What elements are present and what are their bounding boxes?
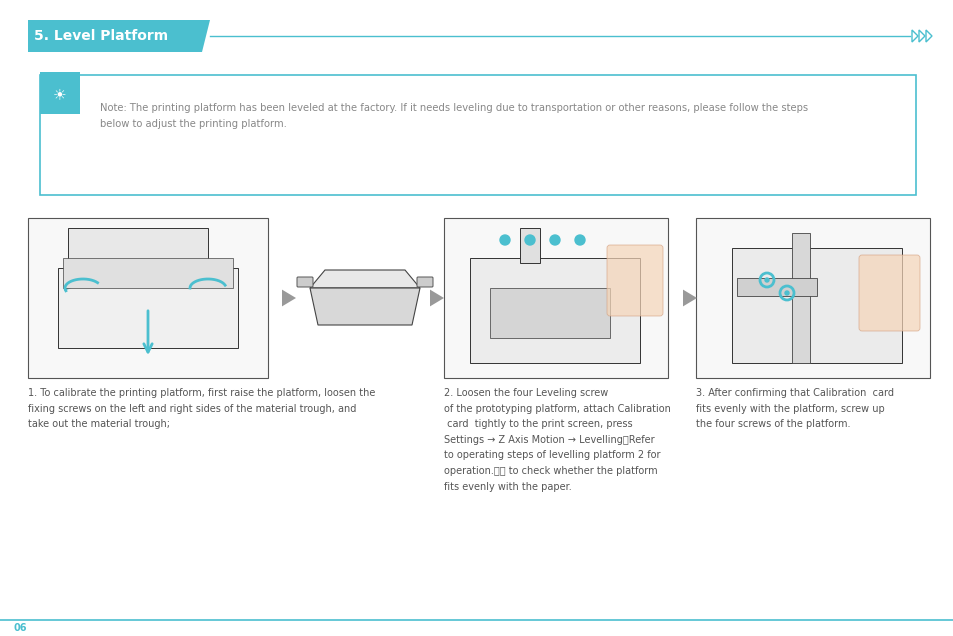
FancyBboxPatch shape	[490, 288, 609, 338]
FancyBboxPatch shape	[68, 228, 208, 273]
Polygon shape	[282, 289, 295, 307]
Text: 1. To calibrate the printing platform, first raise the platform, loosen the
fixi: 1. To calibrate the printing platform, f…	[28, 388, 375, 429]
Text: 06: 06	[14, 623, 28, 633]
FancyBboxPatch shape	[40, 75, 915, 195]
Circle shape	[764, 278, 768, 282]
FancyBboxPatch shape	[737, 278, 816, 296]
FancyBboxPatch shape	[731, 248, 901, 363]
FancyBboxPatch shape	[519, 228, 539, 263]
Polygon shape	[310, 288, 419, 325]
FancyBboxPatch shape	[470, 258, 639, 363]
Circle shape	[784, 291, 788, 295]
FancyBboxPatch shape	[606, 245, 662, 316]
Text: Note: The printing platform has been leveled at the factory. If it needs levelin: Note: The printing platform has been lev…	[100, 103, 807, 128]
FancyBboxPatch shape	[63, 258, 233, 288]
Circle shape	[499, 235, 510, 245]
FancyBboxPatch shape	[443, 218, 667, 378]
FancyBboxPatch shape	[28, 218, 268, 378]
Polygon shape	[430, 289, 443, 307]
Text: 5. Level Platform: 5. Level Platform	[34, 29, 168, 43]
Circle shape	[550, 235, 559, 245]
Text: 2. Loosen the four Leveling screw
of the prototyping platform, attach Calibratio: 2. Loosen the four Leveling screw of the…	[443, 388, 670, 492]
FancyBboxPatch shape	[296, 277, 313, 287]
Circle shape	[524, 235, 535, 245]
Polygon shape	[682, 289, 697, 307]
Polygon shape	[28, 20, 210, 52]
Text: ☀: ☀	[53, 88, 67, 102]
FancyBboxPatch shape	[791, 233, 809, 363]
FancyBboxPatch shape	[40, 72, 80, 114]
Circle shape	[575, 235, 584, 245]
FancyBboxPatch shape	[416, 277, 433, 287]
FancyBboxPatch shape	[696, 218, 929, 378]
FancyBboxPatch shape	[58, 268, 237, 348]
Polygon shape	[310, 270, 419, 288]
Text: 3. After confirming that Calibration  card
fits evenly with the platform, screw : 3. After confirming that Calibration car…	[696, 388, 893, 429]
FancyBboxPatch shape	[858, 255, 919, 331]
